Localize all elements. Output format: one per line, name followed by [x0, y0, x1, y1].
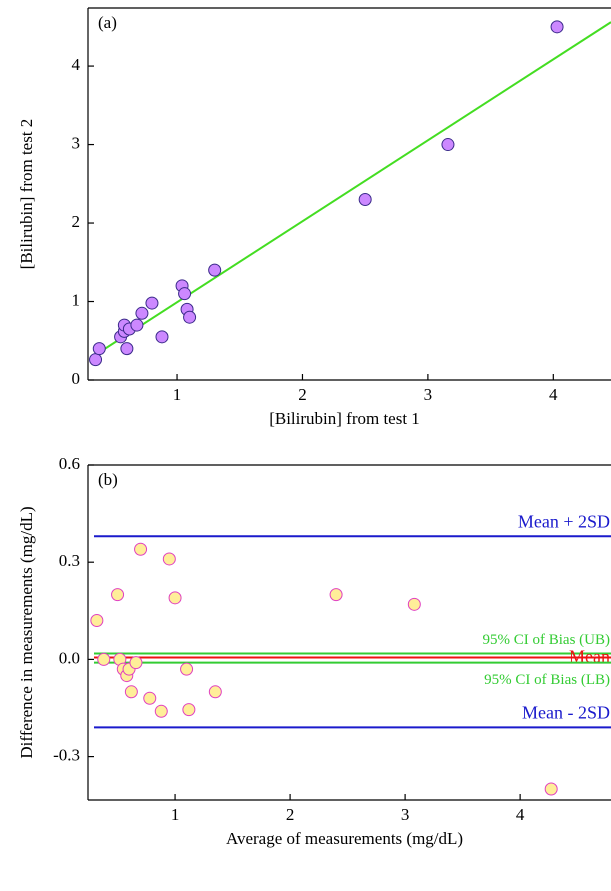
point	[135, 306, 149, 320]
point	[120, 342, 134, 356]
x-tick-label: 4	[516, 805, 525, 824]
y-tick-label: -0.3	[53, 745, 80, 764]
x-tick-label: 4	[549, 385, 558, 404]
y-axis-label: [Bilirubin] from test 2	[17, 119, 36, 270]
point	[154, 704, 168, 718]
point	[97, 652, 111, 666]
y-tick-label: 1	[72, 290, 81, 309]
y-tick-label: 0	[72, 369, 81, 388]
point	[441, 138, 455, 152]
point	[208, 685, 222, 699]
point	[329, 588, 343, 602]
point	[182, 703, 196, 717]
y-tick-label: 0.6	[59, 454, 80, 473]
point	[180, 662, 194, 676]
point	[162, 552, 176, 566]
x-axis-label: [Bilirubin] from test 1	[269, 409, 420, 428]
point	[92, 342, 106, 356]
y-tick-label: 0.3	[59, 551, 80, 570]
point	[358, 192, 372, 206]
x-tick-label: 1	[173, 385, 182, 404]
x-tick-label: 3	[424, 385, 433, 404]
point	[90, 614, 104, 628]
point	[155, 330, 169, 344]
fit-line	[92, 21, 611, 358]
point	[130, 318, 144, 332]
y-tick-label: 2	[72, 212, 81, 231]
point	[124, 685, 138, 699]
point	[143, 691, 157, 705]
point	[89, 353, 103, 367]
point	[208, 263, 222, 277]
point	[183, 310, 197, 324]
point	[129, 656, 143, 670]
point	[178, 287, 192, 301]
point	[407, 597, 421, 611]
point	[544, 782, 558, 796]
reference-label: Mean	[569, 647, 610, 667]
x-axis-label: Average of measurements (mg/dL)	[226, 829, 463, 848]
point	[145, 296, 159, 310]
reference-label: Mean + 2SD	[518, 511, 610, 531]
reference-label: Mean - 2SD	[522, 703, 610, 723]
panel-label: (b)	[98, 470, 118, 489]
x-tick-label: 2	[286, 805, 295, 824]
y-axis-label: Difference in measurements (mg/dL)	[17, 506, 36, 758]
y-tick-label: 0.0	[59, 648, 80, 667]
y-tick-label: 3	[72, 133, 81, 152]
x-tick-label: 2	[298, 385, 307, 404]
point	[111, 588, 125, 602]
reference-label: 95% CI of Bias (UB)	[483, 632, 611, 648]
x-tick-label: 1	[171, 805, 180, 824]
point	[550, 20, 564, 34]
point	[168, 591, 182, 605]
point	[134, 542, 148, 556]
x-tick-label: 3	[401, 805, 410, 824]
panel-label: (a)	[98, 13, 117, 32]
y-tick-label: 4	[72, 55, 81, 74]
reference-label: 95% CI of Bias (LB)	[484, 672, 610, 688]
